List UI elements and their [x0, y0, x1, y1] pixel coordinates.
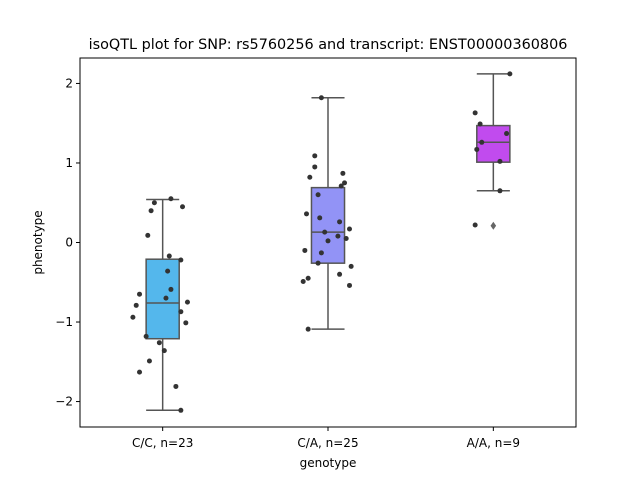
- data-point: [474, 146, 480, 152]
- data-point: [300, 278, 306, 284]
- y-tick-label: −2: [55, 395, 73, 409]
- data-point: [180, 204, 186, 210]
- data-point: [151, 200, 157, 206]
- data-point: [479, 139, 485, 145]
- data-point: [305, 275, 311, 281]
- data-point: [168, 196, 174, 202]
- data-point: [342, 180, 348, 186]
- data-point: [315, 192, 321, 198]
- outlier-marker: [490, 221, 497, 230]
- data-point: [143, 333, 149, 339]
- data-point: [338, 183, 344, 189]
- data-point: [337, 219, 343, 225]
- box-group: [476, 73, 511, 230]
- data-point: [318, 250, 324, 256]
- data-point: [477, 121, 483, 127]
- data-point: [168, 286, 174, 292]
- data-point: [148, 208, 154, 214]
- data-point: [325, 238, 331, 244]
- data-point: [166, 253, 172, 259]
- data-point: [346, 226, 352, 232]
- data-point: [145, 232, 151, 238]
- data-point: [137, 291, 143, 297]
- chart-title: isoQTL plot for SNP: rs5760256 and trans…: [89, 37, 568, 53]
- data-point: [335, 233, 341, 239]
- data-point: [165, 268, 171, 274]
- strip-points: [130, 196, 190, 413]
- data-point: [183, 320, 189, 326]
- data-point: [507, 71, 513, 77]
- data-point: [348, 263, 354, 269]
- data-point: [130, 314, 136, 320]
- data-point: [315, 260, 321, 266]
- data-point: [161, 348, 167, 354]
- strip-points: [300, 95, 354, 332]
- data-point: [497, 158, 503, 164]
- y-tick-label: −1: [55, 315, 73, 329]
- data-point: [305, 326, 311, 332]
- box: [145, 258, 180, 340]
- data-point: [178, 309, 184, 315]
- box: [310, 186, 346, 264]
- data-point: [497, 188, 503, 194]
- y-tick-label: 1: [65, 156, 73, 170]
- data-point: [346, 282, 352, 288]
- box-group: [310, 97, 346, 330]
- data-point: [317, 215, 323, 221]
- data-point: [156, 340, 162, 346]
- data-point: [178, 407, 184, 413]
- y-tick-label: 2: [65, 76, 73, 90]
- y-tick-label: 0: [65, 236, 73, 250]
- x-tick-label: A/A, n=9: [467, 436, 520, 450]
- data-point: [504, 131, 510, 137]
- x-axis-label: genotype: [300, 456, 357, 470]
- data-point: [307, 174, 313, 180]
- x-tick-label: C/C, n=23: [132, 436, 193, 450]
- data-point: [312, 153, 318, 159]
- data-point: [178, 257, 184, 263]
- data-point: [337, 271, 343, 277]
- data-point: [312, 164, 318, 170]
- plot-area: [130, 71, 513, 413]
- strip-points: [472, 71, 513, 228]
- data-point: [304, 211, 310, 217]
- data-point: [302, 247, 308, 253]
- data-point: [163, 295, 169, 301]
- data-point: [318, 95, 324, 101]
- data-point: [472, 110, 478, 116]
- data-point: [137, 369, 143, 375]
- data-point: [173, 383, 179, 389]
- data-point: [340, 170, 346, 176]
- box-group: [145, 198, 180, 412]
- data-point: [322, 229, 328, 235]
- data-point: [343, 236, 349, 242]
- x-tick-label: C/A, n=25: [297, 436, 358, 450]
- y-axis-label: phenotype: [31, 210, 45, 274]
- data-point: [184, 299, 190, 305]
- data-point: [472, 222, 478, 228]
- data-point: [133, 302, 139, 308]
- data-point: [146, 358, 152, 364]
